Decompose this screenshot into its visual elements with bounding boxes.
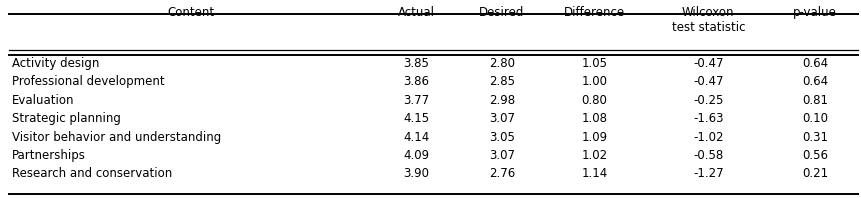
Text: 1.02: 1.02 [580, 149, 607, 162]
Text: Activity design: Activity design [12, 57, 99, 70]
Text: 3.07: 3.07 [488, 112, 514, 125]
Text: 0.31: 0.31 [801, 130, 827, 144]
Text: -0.58: -0.58 [692, 149, 722, 162]
Text: Actual: Actual [398, 6, 435, 19]
Text: -1.02: -1.02 [692, 130, 722, 144]
Text: Content: Content [168, 6, 214, 19]
Text: 3.77: 3.77 [403, 94, 429, 107]
Text: 1.09: 1.09 [580, 130, 607, 144]
Text: Professional development: Professional development [12, 75, 164, 88]
Text: 3.05: 3.05 [488, 130, 514, 144]
Text: 1.05: 1.05 [581, 57, 607, 70]
Text: 0.21: 0.21 [801, 167, 827, 180]
Text: Strategic planning: Strategic planning [12, 112, 121, 125]
Text: Wilcoxon
test statistic: Wilcoxon test statistic [671, 6, 744, 34]
Text: Research and conservation: Research and conservation [12, 167, 172, 180]
Text: 3.90: 3.90 [403, 167, 429, 180]
Text: 1.08: 1.08 [581, 112, 607, 125]
Text: 3.85: 3.85 [403, 57, 429, 70]
Text: p-value: p-value [792, 6, 836, 19]
Text: -1.27: -1.27 [692, 167, 722, 180]
Text: Visitor behavior and understanding: Visitor behavior and understanding [12, 130, 221, 144]
Text: 0.64: 0.64 [801, 57, 827, 70]
Text: 1.00: 1.00 [581, 75, 607, 88]
Text: 3.86: 3.86 [403, 75, 429, 88]
Text: 2.85: 2.85 [488, 75, 514, 88]
Text: 4.15: 4.15 [403, 112, 429, 125]
Text: Partnerships: Partnerships [12, 149, 86, 162]
Text: 1.14: 1.14 [580, 167, 607, 180]
Text: 3.07: 3.07 [488, 149, 514, 162]
Text: 4.14: 4.14 [403, 130, 429, 144]
Text: -0.25: -0.25 [692, 94, 722, 107]
Text: Difference: Difference [563, 6, 624, 19]
Text: 0.64: 0.64 [801, 75, 827, 88]
Text: 0.80: 0.80 [581, 94, 607, 107]
Text: 2.80: 2.80 [488, 57, 514, 70]
Text: Desired: Desired [479, 6, 524, 19]
Text: -0.47: -0.47 [692, 57, 722, 70]
Text: 0.81: 0.81 [801, 94, 827, 107]
Text: 4.09: 4.09 [403, 149, 429, 162]
Text: -0.47: -0.47 [692, 75, 722, 88]
Text: -1.63: -1.63 [692, 112, 722, 125]
Text: 0.56: 0.56 [801, 149, 827, 162]
Text: 0.10: 0.10 [801, 112, 827, 125]
Text: Evaluation: Evaluation [12, 94, 75, 107]
Text: 2.76: 2.76 [488, 167, 515, 180]
Text: 2.98: 2.98 [488, 94, 514, 107]
